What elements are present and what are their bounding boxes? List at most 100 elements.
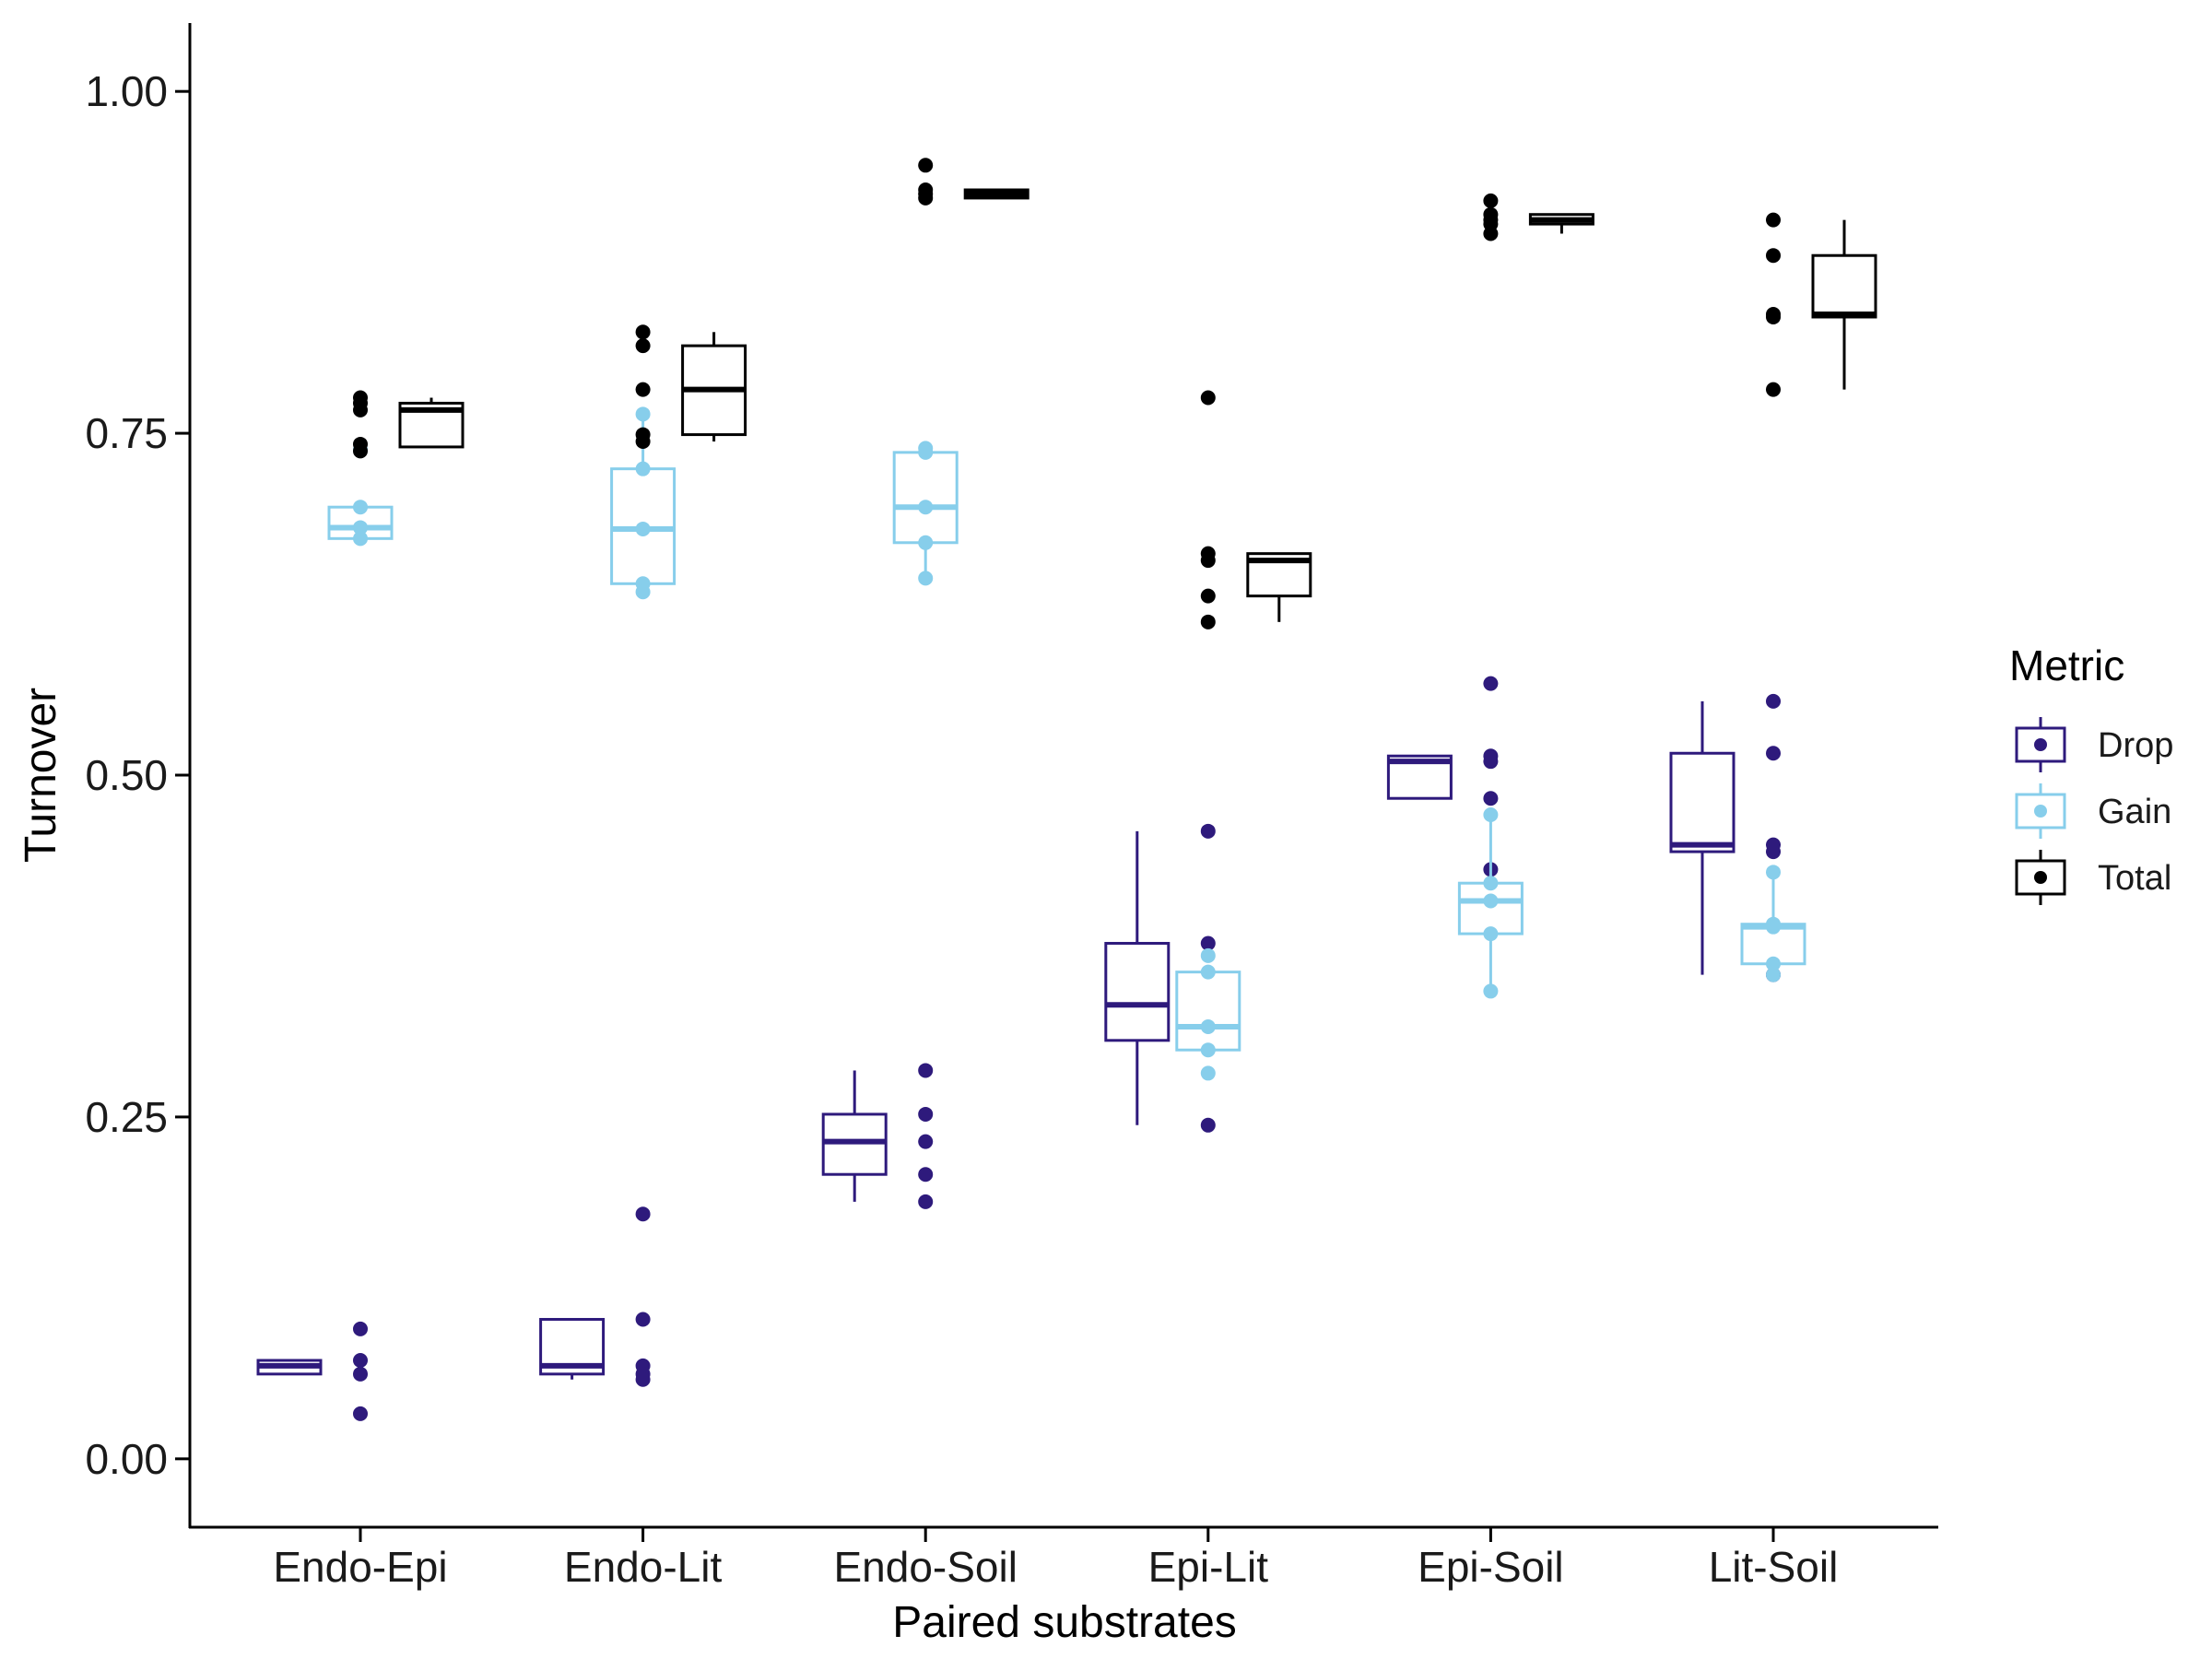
data-point	[1483, 676, 1499, 691]
data-point	[918, 444, 934, 460]
data-point	[1766, 865, 1781, 880]
data-point	[1483, 791, 1499, 806]
x-tick-label: Endo-Epi	[273, 1543, 447, 1591]
data-point	[353, 1366, 368, 1382]
data-point	[353, 520, 368, 535]
box-drop-epi-lit	[1104, 941, 1171, 1042]
data-point	[353, 500, 368, 515]
x-tick-label: Epi-Soil	[1418, 1543, 1564, 1591]
legend-key-total: Total	[2015, 850, 2171, 905]
legend-key-drop: Drop	[2015, 717, 2173, 772]
box-total-lit-soil	[1811, 253, 1877, 319]
data-point	[1483, 983, 1499, 999]
legend-keys: Drop Gain Total	[2015, 717, 2173, 905]
x-tick-label: Endo-Lit	[564, 1543, 723, 1591]
y-tick-label: 1.00	[85, 67, 168, 115]
data-point	[1766, 309, 1781, 324]
data-point	[635, 406, 651, 422]
y-tick-label: 0.00	[85, 1435, 168, 1483]
data-point	[353, 531, 368, 547]
data-point	[1766, 746, 1781, 761]
data-point	[1200, 1117, 1216, 1133]
data-point	[918, 500, 934, 515]
data-point	[1200, 1018, 1216, 1034]
data-point	[353, 443, 368, 459]
data-point	[1766, 212, 1781, 228]
box-gain-endo-soil	[892, 451, 959, 545]
series-total	[353, 158, 1877, 629]
data-point	[1200, 1065, 1216, 1081]
data-point	[1483, 193, 1499, 208]
data-point	[1200, 390, 1216, 406]
data-point	[1766, 967, 1781, 982]
data-point	[635, 1371, 651, 1387]
data-point	[1766, 248, 1781, 264]
data-point	[635, 1206, 651, 1222]
data-point	[353, 1352, 368, 1368]
data-point	[918, 190, 934, 206]
box-gain-epi-lit	[1175, 971, 1241, 1052]
box-gain-epi-soil	[1457, 881, 1524, 935]
legend-key-point	[2034, 805, 2047, 818]
x-axis-title: Paired substrates	[892, 1598, 1237, 1647]
data-point	[918, 1063, 934, 1078]
data-point	[1483, 893, 1499, 909]
series-gain	[327, 406, 1806, 1081]
data-point	[635, 338, 651, 354]
data-point	[1200, 935, 1216, 951]
data-point	[1200, 823, 1216, 839]
data-point	[1200, 553, 1216, 569]
data-point	[1483, 926, 1499, 942]
data-point	[635, 382, 651, 397]
data-point	[635, 433, 651, 449]
y-tick-label: 0.50	[85, 751, 168, 799]
data-point	[1766, 693, 1781, 709]
legend-key-gain: Gain	[2015, 783, 2171, 839]
data-point	[353, 402, 368, 418]
box-drop-lit-soil	[1669, 751, 1735, 853]
data-point	[635, 461, 651, 477]
data-point	[635, 1312, 651, 1327]
data-point	[1483, 754, 1499, 770]
data-point	[918, 1167, 934, 1182]
x-axis-ticks: Endo-Epi Endo-Lit Endo-Soil Epi-Lit Epi-Soil…	[273, 1527, 1838, 1591]
data-point	[918, 1194, 934, 1209]
data-point	[918, 158, 934, 173]
legend-key-point	[2034, 871, 2047, 884]
legend-key-box	[2015, 793, 2066, 830]
legend-key-point	[2034, 738, 2047, 751]
legend: Metric Drop Gain Total	[2009, 641, 2173, 905]
series-drop	[256, 676, 1781, 1421]
data-point	[1766, 956, 1781, 971]
legend-label: Drop	[2098, 726, 2173, 765]
x-tick-label: Epi-Lit	[1148, 1543, 1269, 1591]
data-point	[1200, 947, 1216, 963]
data-point	[1766, 382, 1781, 397]
data-point	[1483, 876, 1499, 891]
plot-marks	[256, 158, 1877, 1421]
data-point	[353, 1321, 368, 1336]
x-tick-label: Endo-Soil	[833, 1543, 1017, 1591]
data-point	[635, 324, 651, 340]
legend-label: Total	[2098, 859, 2171, 898]
y-axis-title: Turnover	[17, 688, 65, 863]
data-point	[635, 521, 651, 536]
data-point	[1200, 1042, 1216, 1058]
data-point	[353, 1406, 368, 1421]
legend-title: Metric	[2009, 641, 2124, 689]
data-point	[918, 535, 934, 550]
data-point	[918, 1106, 934, 1122]
data-point	[1200, 588, 1216, 604]
x-tick-label: Lit-Soil	[1709, 1543, 1839, 1591]
data-point	[1766, 919, 1781, 935]
legend-label: Gain	[2098, 793, 2171, 831]
y-axis-ticks: 0.00 0.25 0.50 0.75 1.00	[85, 67, 190, 1483]
data-point	[1483, 226, 1499, 241]
y-tick-label: 0.75	[85, 409, 168, 457]
data-point	[1766, 844, 1781, 860]
data-point	[635, 584, 651, 600]
data-point	[1200, 964, 1216, 980]
data-point	[918, 1134, 934, 1149]
